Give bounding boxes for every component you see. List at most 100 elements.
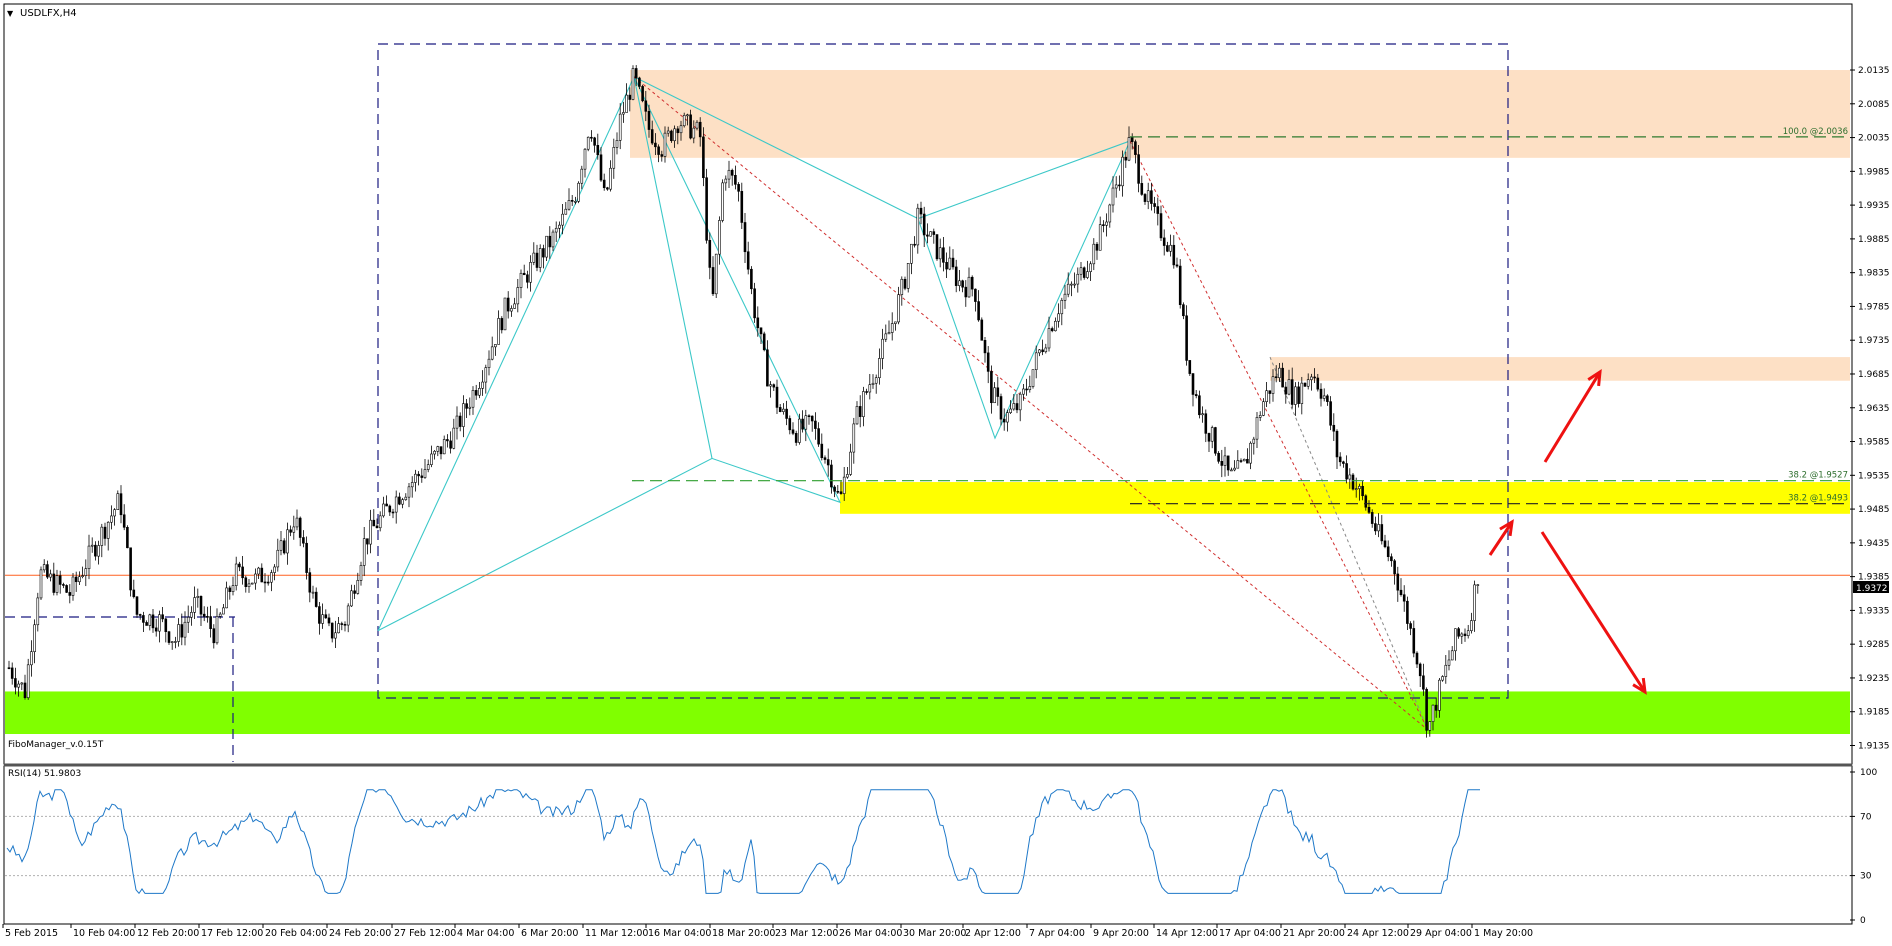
candle-body: [679, 125, 683, 134]
y-tick-label: 1.9335: [1858, 606, 1890, 616]
candle-body: [1236, 460, 1240, 469]
candle-body: [254, 573, 257, 584]
arrow-down-head: [1632, 677, 1647, 695]
candle-body: [132, 589, 136, 598]
candle-body: [106, 521, 110, 539]
candle-body: [897, 294, 900, 323]
y-tick-label: 1.9485: [1858, 505, 1890, 515]
candle-body: [1457, 628, 1460, 637]
candle-body: [993, 387, 996, 404]
candle-body: [676, 128, 680, 134]
candle-body: [647, 111, 651, 130]
candle-body: [602, 179, 606, 189]
candle-body: [148, 614, 152, 626]
candle-body: [14, 678, 17, 688]
candle-body: [116, 493, 120, 511]
candle-body: [1233, 467, 1236, 471]
candle-body: [366, 538, 369, 545]
x-tick-label: 5 Feb 2015: [5, 928, 58, 939]
candle-body: [737, 184, 740, 192]
candle-body: [382, 503, 385, 517]
candle-body: [977, 301, 980, 321]
candle-body: [62, 584, 65, 586]
candle-body: [1271, 376, 1275, 394]
candle-body: [1345, 463, 1348, 480]
candle-body: [1146, 190, 1150, 202]
rsi-line: [6, 789, 1480, 895]
candle-body: [1050, 328, 1054, 332]
candle-body: [1217, 452, 1220, 462]
y-tick-label: 1.9185: [1858, 708, 1890, 718]
candle-body: [1393, 560, 1396, 575]
candle-body: [590, 136, 593, 139]
candle-body: [1137, 154, 1140, 184]
candle-body: [439, 446, 443, 455]
candle-body: [1191, 373, 1195, 395]
candle-body: [945, 262, 948, 270]
candle-body: [81, 575, 84, 577]
candle-body: [1361, 485, 1364, 497]
candle-body: [1450, 650, 1454, 661]
candle-body: [202, 613, 206, 617]
candle-body: [401, 499, 404, 505]
candle-body: [1057, 313, 1060, 322]
candle-body: [1178, 265, 1182, 305]
candle-body: [228, 587, 232, 592]
candle-body: [1428, 721, 1432, 731]
candle-body: [1175, 264, 1179, 267]
candle-body: [1060, 299, 1064, 315]
candle-body: [1162, 237, 1166, 246]
candle-body: [1396, 573, 1400, 591]
candle-body: [1185, 315, 1188, 361]
candle-body: [766, 349, 769, 387]
candle-body: [750, 268, 753, 290]
candle-body: [631, 68, 635, 100]
zone-3: [5, 691, 1850, 735]
candle-body: [1351, 474, 1355, 490]
candle-body: [23, 682, 27, 699]
y-tick-label: 1.9685: [1858, 370, 1890, 380]
candle-body: [135, 596, 139, 615]
y-tick-label: 1.9585: [1858, 438, 1890, 448]
candle-body: [388, 505, 392, 513]
candle-body: [385, 503, 388, 507]
candle-body: [775, 386, 779, 408]
rsi-tick-label: 100: [1860, 768, 1877, 778]
candle-body: [378, 515, 382, 529]
dropdown-triangle-icon[interactable]: ▼: [7, 9, 14, 18]
x-tick-label: 12 Feb 20:00: [137, 928, 199, 939]
candle-body: [1092, 243, 1096, 265]
candle-body: [161, 614, 164, 620]
candle-body: [462, 403, 465, 427]
trend-dotted-2: [1129, 140, 1429, 731]
candle-body: [39, 569, 43, 599]
candle-body: [410, 482, 414, 488]
candle-body: [1326, 395, 1329, 402]
candle-body: [1415, 652, 1419, 665]
candle-body: [839, 491, 843, 494]
y-tick-label: 1.9285: [1858, 640, 1890, 650]
candle-body: [1434, 704, 1438, 711]
candle-body: [420, 475, 424, 478]
candle-body: [983, 340, 987, 354]
candle-body: [682, 115, 686, 127]
x-tick-label: 24 Apr 12:00: [1347, 928, 1409, 939]
candle-body: [68, 592, 72, 596]
candle-body: [522, 272, 526, 276]
candle-body: [273, 566, 276, 573]
candle-body: [695, 121, 699, 129]
candle-body: [510, 308, 513, 312]
y-tick-label: 1.9635: [1858, 404, 1890, 414]
y-tick-label: 1.9985: [1858, 167, 1890, 177]
zone-2: [840, 482, 1850, 514]
y-tick-label: 1.9935: [1858, 201, 1890, 211]
candle-body: [554, 227, 558, 233]
candle-body: [324, 614, 328, 619]
candle-body: [874, 377, 878, 384]
candle-body: [270, 572, 273, 583]
candle-body: [1127, 137, 1131, 161]
zone-0: [630, 70, 1850, 158]
y-tick-label: 1.9535: [1858, 471, 1890, 481]
candle-body: [1358, 485, 1361, 489]
